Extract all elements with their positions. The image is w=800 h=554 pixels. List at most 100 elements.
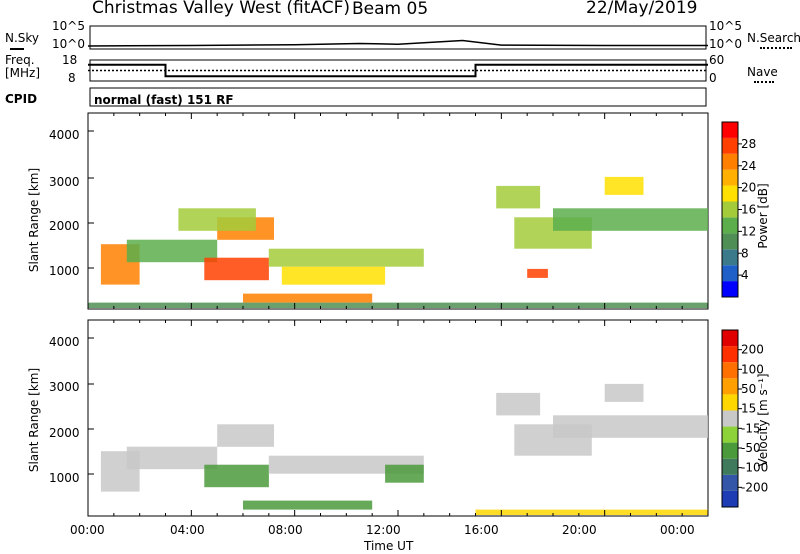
velocity-colorbar-tick-6: -100 bbox=[741, 461, 768, 475]
nave-tick-low: 0 bbox=[709, 71, 717, 85]
velocity-region-4 bbox=[268, 455, 424, 474]
velocity-colorbar-swatch-10 bbox=[722, 330, 738, 347]
power-region-1 bbox=[126, 239, 218, 263]
nsearch-label: N.Search bbox=[747, 31, 800, 45]
noise-tick-low-right: 10^0 bbox=[709, 37, 742, 51]
power-ytick-2000: 2000 bbox=[49, 219, 80, 233]
velocity-colorbar-frame bbox=[721, 329, 739, 508]
noise-panel-frame bbox=[89, 25, 707, 50]
power-colorbar-swatch-9 bbox=[722, 137, 738, 154]
velocity-region-6 bbox=[243, 500, 373, 510]
velocity-region-7 bbox=[496, 392, 541, 416]
power-colorbar-swatch-4 bbox=[722, 217, 738, 234]
velocity-colorbar-tick-7: -200 bbox=[741, 480, 768, 494]
power-region-6 bbox=[281, 266, 386, 285]
velocity-ytick-2000: 2000 bbox=[49, 426, 80, 440]
power-colorbar-swatch-6 bbox=[722, 185, 738, 202]
velocity-region-3 bbox=[217, 424, 274, 447]
velocity-colorbar-swatch-6 bbox=[722, 394, 738, 411]
power-colorbar-swatch-1 bbox=[722, 265, 738, 282]
velocity-colorbar-swatch-5 bbox=[722, 410, 738, 427]
velocity-colorbar-swatch-0 bbox=[722, 490, 738, 507]
velocity-colorbar-tick-2: 50 bbox=[741, 382, 756, 396]
freq-label: Freq. bbox=[5, 53, 35, 67]
power-colorbar-swatch-0 bbox=[722, 281, 738, 297]
velocity-ytick-3000: 3000 bbox=[49, 380, 80, 394]
velocity-colorbar-swatch-3 bbox=[722, 442, 738, 459]
velocity-colorbar-tick-0: 200 bbox=[741, 343, 764, 357]
freq-unit-label: [MHz] bbox=[5, 66, 41, 80]
power-colorbar-tick-5: 8 bbox=[741, 246, 749, 260]
power-colorbar-swatch-5 bbox=[722, 201, 738, 218]
velocity-region-10 bbox=[604, 383, 644, 402]
power-colorbar-tick-4: 12 bbox=[741, 224, 756, 238]
power-region-7 bbox=[243, 293, 373, 303]
velocity-ytick-1000: 1000 bbox=[49, 471, 80, 485]
velocity-colorbar-swatch-7 bbox=[722, 378, 738, 395]
xtick-5: 20:00 bbox=[562, 523, 597, 537]
power-colorbar-tick-6: 4 bbox=[741, 268, 749, 282]
power-ytick-3000: 3000 bbox=[49, 175, 80, 189]
power-region-8 bbox=[496, 185, 541, 209]
noise-tick-high-left: 10^5 bbox=[52, 19, 85, 33]
station-title: Christmas Valley West (fitACF) bbox=[92, 0, 351, 18]
power-colorbar-swatch-3 bbox=[722, 233, 738, 250]
power-region-5 bbox=[268, 248, 424, 267]
velocity-colorbar-tick-1: 100 bbox=[741, 362, 764, 376]
power-colorbar-swatch-2 bbox=[722, 249, 738, 266]
freq-tick-low: 8 bbox=[68, 71, 76, 85]
velocity-region-5 bbox=[385, 464, 424, 483]
velocity-region-9 bbox=[553, 415, 708, 438]
cpid-panel-frame bbox=[89, 87, 707, 107]
xtick-3: 12:00 bbox=[366, 523, 401, 537]
nave-tick-high: 60 bbox=[709, 53, 725, 67]
nsky-underline bbox=[10, 48, 24, 50]
noise-tick-low-left: 10^0 bbox=[52, 37, 85, 51]
velocity-colorbar-swatch-2 bbox=[722, 458, 738, 475]
nsearch-line-key bbox=[760, 47, 792, 49]
velocity-region-11 bbox=[475, 509, 708, 515]
cpid-value: normal (fast) 151 RF bbox=[94, 93, 234, 107]
power-colorbar-swatch-8 bbox=[722, 153, 738, 170]
velocity-colorbar-swatch-1 bbox=[722, 474, 738, 491]
power-colorbar-tick-1: 24 bbox=[741, 159, 756, 173]
power-region-10 bbox=[553, 208, 708, 231]
power-region-4 bbox=[178, 208, 256, 231]
power-colorbar-swatch-7 bbox=[722, 169, 738, 186]
cpid-label: CPID bbox=[5, 92, 38, 106]
velocity-region-2 bbox=[204, 464, 269, 488]
nsky-label: N.Sky bbox=[5, 31, 40, 45]
velocity-colorbar-tick-3: 15 bbox=[741, 402, 756, 416]
xtick-1: 04:00 bbox=[170, 523, 205, 537]
freq-series-0 bbox=[88, 63, 708, 78]
power-region-12 bbox=[527, 268, 548, 278]
xlabel: Time UT bbox=[364, 539, 414, 553]
power-colorbar-tick-3: 16 bbox=[741, 203, 756, 217]
nave-label: Nave bbox=[747, 65, 778, 79]
velocity-region-1 bbox=[126, 446, 218, 470]
xtick-4: 16:00 bbox=[464, 523, 499, 537]
xtick-2: 08:00 bbox=[268, 523, 303, 537]
xtick-6: 00:00 bbox=[660, 523, 695, 537]
velocity-colorbar-swatch-9 bbox=[722, 346, 738, 363]
xtick-0: 00:00 bbox=[70, 523, 105, 537]
power-colorbar-tick-2: 20 bbox=[741, 181, 756, 195]
velocity-colorbar-tick-5: -50 bbox=[741, 441, 761, 455]
date-label: 22/May/2019 bbox=[586, 0, 698, 18]
velocity-colorbar-swatch-8 bbox=[722, 362, 738, 379]
power-region-2 bbox=[204, 257, 269, 281]
noise-series-0 bbox=[87, 39, 708, 47]
velocity-ytick-4000: 4000 bbox=[49, 335, 80, 349]
noise-tick-high-right: 10^5 bbox=[709, 19, 742, 33]
nave-line-key bbox=[754, 81, 774, 83]
power-colorbar-tick-0: 28 bbox=[741, 137, 756, 151]
velocity-colorbar-tick-4: -15 bbox=[741, 421, 761, 435]
power-region-11 bbox=[604, 176, 644, 195]
freq-tick-high: 18 bbox=[62, 53, 78, 67]
power-ytick-1000: 1000 bbox=[49, 264, 80, 278]
beam-label: Beam 05 bbox=[352, 0, 429, 19]
velocity-colorbar-swatch-4 bbox=[722, 426, 738, 443]
power-ytick-4000: 4000 bbox=[49, 128, 80, 142]
power-colorbar-swatch-10 bbox=[722, 122, 738, 138]
